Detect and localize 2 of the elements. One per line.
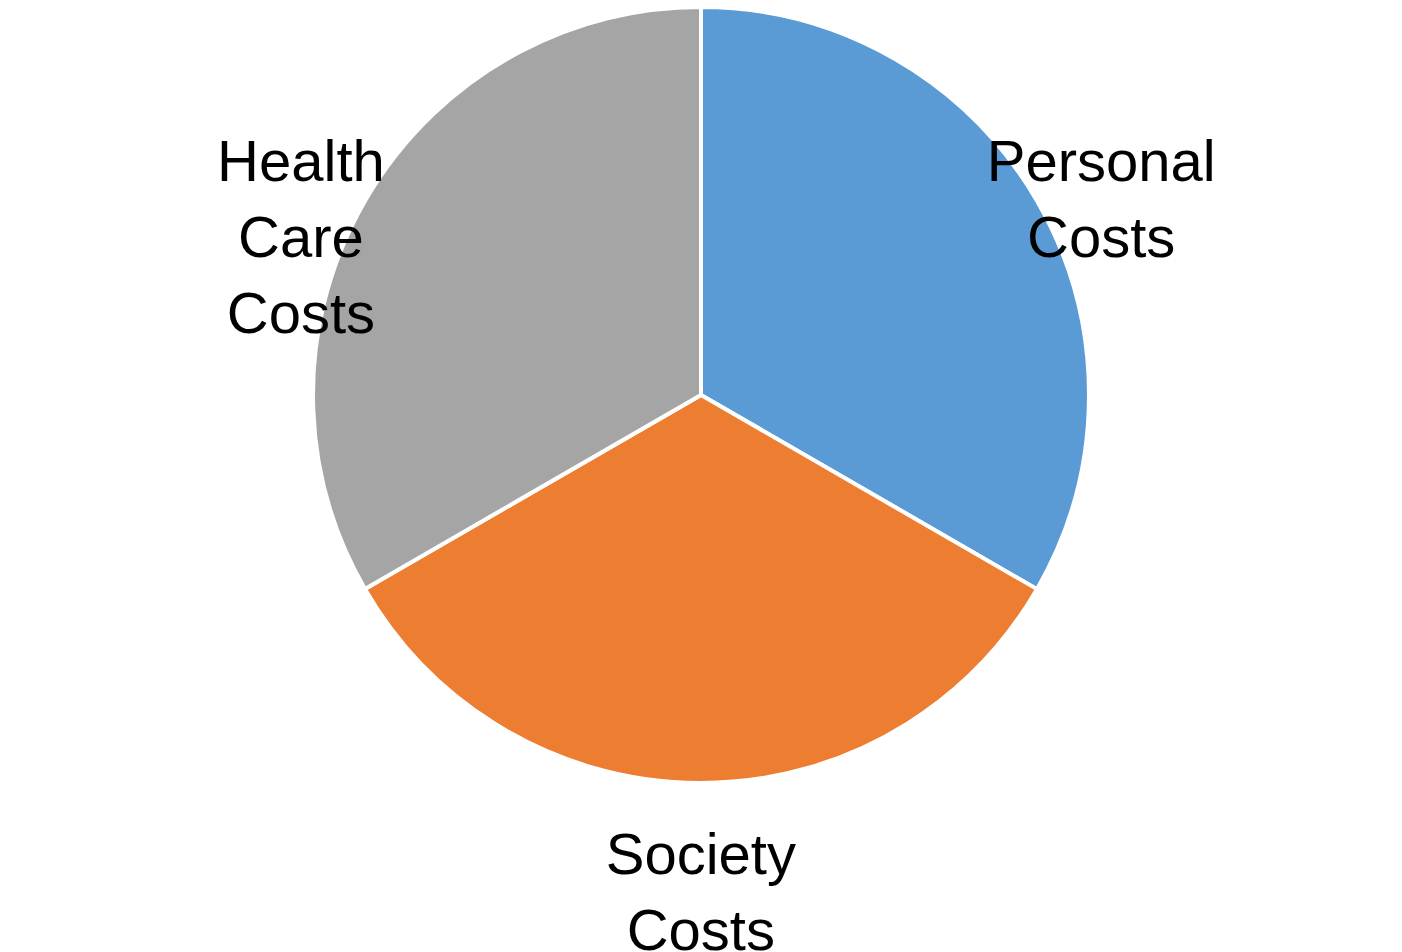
slice-label: Health Care Costs [217,127,385,345]
slice-label: Society Costs [605,821,796,952]
